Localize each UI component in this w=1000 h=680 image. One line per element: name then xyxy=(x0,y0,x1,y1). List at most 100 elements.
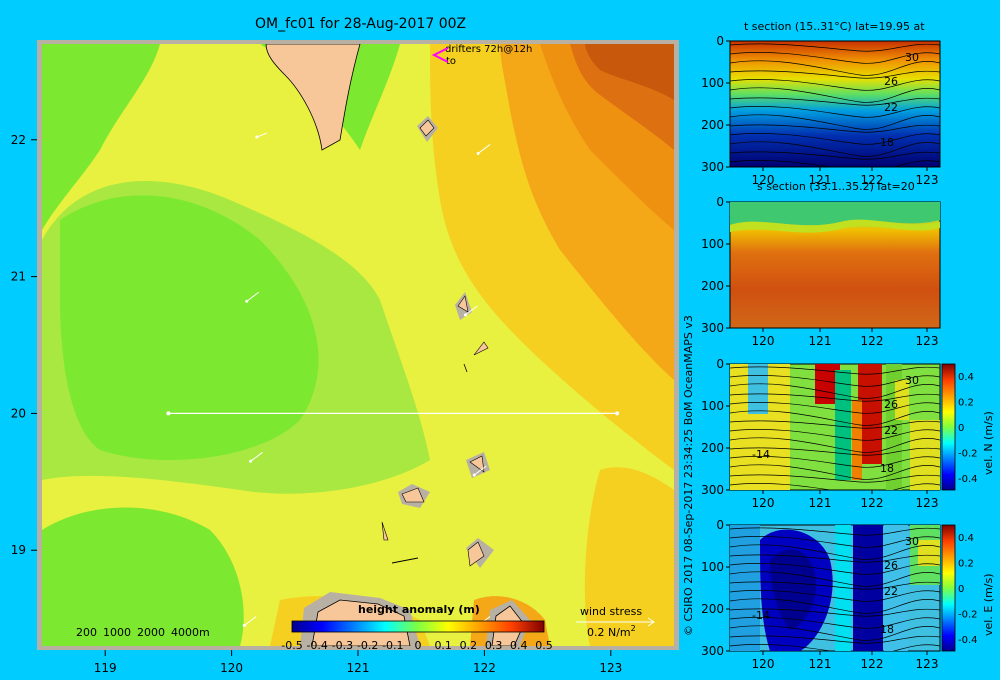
sea-level-field xyxy=(42,44,674,646)
isotherm-contour xyxy=(730,571,940,587)
credit-text: © CSIRO 2017 08-Sep-2017 23:34:25 BoM Oc… xyxy=(682,315,695,636)
section-x-tick-label: 120 xyxy=(752,496,775,510)
section-colorbar-tick-label: 0.2 xyxy=(958,398,974,409)
section-y-tick-label: 100 xyxy=(701,560,724,574)
colorbar-tick-label: 0.3 xyxy=(485,639,503,652)
contour-label: -14 xyxy=(752,448,770,461)
vel-n-contours: 30 26 22 -14 18 xyxy=(730,366,940,490)
section-y-tick-label: 0 xyxy=(716,518,724,532)
section-x-tick-label: 123 xyxy=(916,657,939,671)
colorbar-tick-label: -0.5 xyxy=(281,639,302,652)
contour-label: 22 xyxy=(884,101,898,114)
section-y-tick-label: 200 xyxy=(701,441,724,455)
wind-arrow xyxy=(256,132,268,138)
section-x-tick-label: 121 xyxy=(809,496,832,510)
section-x-tick-label: 122 xyxy=(861,173,884,187)
isotherm-contour xyxy=(730,60,940,76)
drifter-label: drifters 72h@12h xyxy=(445,44,532,55)
isotherm-contour xyxy=(730,544,940,560)
section-y-tick-label: 200 xyxy=(701,118,724,132)
section-colorbar-tick-label: -0.2 xyxy=(958,610,978,621)
colorbar-tick-label: -0.2 xyxy=(357,639,378,652)
section-x-tick-label: 123 xyxy=(916,173,939,187)
section-y-tick-label: 0 xyxy=(716,357,724,371)
map-y-tick-label: 19 xyxy=(11,543,26,557)
section-colorbar-tick-label: -0.4 xyxy=(958,474,978,485)
isotherm-contour xyxy=(730,536,940,548)
section-x-tick-label: 121 xyxy=(809,334,832,348)
section-x-tick-label: 121 xyxy=(809,173,832,187)
isotherm-contour xyxy=(730,447,940,456)
map-x-tick-label: 123 xyxy=(599,661,622,675)
isotherm-contour xyxy=(730,160,940,167)
vel-n-panel: 30 26 22 -14 18 vel. N (m/s) xyxy=(729,363,995,491)
wind-arrow xyxy=(250,451,263,462)
isotherm-contour xyxy=(730,52,940,64)
drifter-sub: to xyxy=(446,56,456,67)
map-x-tick-label: 122 xyxy=(473,661,496,675)
section-colorbar-tick-label: -0.4 xyxy=(958,635,978,646)
contour-label: 18 xyxy=(880,623,894,636)
wind-arrow xyxy=(246,291,260,302)
section-x-tick-label: 120 xyxy=(752,173,775,187)
isotherm-contour xyxy=(730,97,940,106)
isotherm-contour xyxy=(730,410,940,426)
isotherm-contour xyxy=(730,79,940,91)
colorbar-tick-label: 0 xyxy=(415,639,422,652)
section-y-tick-label: 0 xyxy=(716,34,724,48)
isotherm-contour xyxy=(730,625,940,641)
contour-label: 26 xyxy=(884,75,898,88)
contour-label: 22 xyxy=(884,585,898,598)
isotherm-contour xyxy=(730,554,940,563)
wind-scale-arrow xyxy=(576,617,655,627)
isotherm-contour xyxy=(730,383,940,399)
contour-label: 30 xyxy=(905,535,919,548)
colorbar-tick-label: -0.3 xyxy=(332,639,353,652)
isotherm-contour xyxy=(730,456,940,468)
wind-arrow xyxy=(473,465,487,476)
map-x-tick-label: 120 xyxy=(220,661,243,675)
colorbar-tick-label: 0.1 xyxy=(434,639,452,652)
isotherm-contour xyxy=(730,124,940,133)
vel-e-cbar-label: vel. E (m/s) xyxy=(982,573,995,636)
section-x-tick-label: 123 xyxy=(916,334,939,348)
isotherm-contour xyxy=(730,464,940,480)
section-colorbar-tick-label: 0.2 xyxy=(958,559,974,570)
wind-arrow xyxy=(477,144,491,154)
isotherm-contour xyxy=(730,43,940,52)
s-section-texture xyxy=(730,202,940,233)
isotherm-contour xyxy=(730,563,940,575)
s-section-title: s section (33.1..35.2) lat=20 xyxy=(757,180,915,193)
section-y-tick-label: 100 xyxy=(701,76,724,90)
section-colorbar-tick-label: -0.2 xyxy=(958,449,978,460)
figure-title: OM_fc01 for 28-Aug-2017 00Z xyxy=(255,16,467,32)
vel-e-panel: 30 26 22 -14 18 vel. E (m/s) xyxy=(729,524,995,652)
t-section-contours: 30 26 22 18 xyxy=(730,43,940,167)
isotherm-contour xyxy=(730,87,940,103)
drifter-marker xyxy=(431,47,449,63)
map-y-tick-label: 21 xyxy=(11,270,26,284)
colorbar-bar xyxy=(291,620,545,633)
contour-label: 30 xyxy=(905,374,919,387)
contour-label: 18 xyxy=(880,462,894,475)
section-y-tick-label: 0 xyxy=(716,195,724,209)
colorbar-tick-label: 0.5 xyxy=(535,639,553,652)
section-y-tick-label: 300 xyxy=(701,321,724,335)
colorbar-tick-label: 0.4 xyxy=(510,639,528,652)
vel-n-field xyxy=(730,364,940,490)
colorbar-tick-label: -0.4 xyxy=(306,639,327,652)
map-y-tick-label: 22 xyxy=(11,133,26,147)
isotherm-contour xyxy=(730,437,940,453)
section-y-tick-label: 200 xyxy=(701,279,724,293)
isotherm-contour xyxy=(730,106,940,118)
contour-label: 26 xyxy=(884,398,898,411)
isotherm-contour xyxy=(730,70,940,79)
isotherm-contour xyxy=(730,429,940,441)
isotherm-contour xyxy=(730,366,940,375)
section-y-tick-label: 300 xyxy=(701,160,724,174)
contour-label: 30 xyxy=(905,51,919,64)
colorbar-label: height anomaly (m) xyxy=(358,603,480,616)
map-x-tick-label: 121 xyxy=(347,661,370,675)
taiwan-land xyxy=(265,44,361,151)
